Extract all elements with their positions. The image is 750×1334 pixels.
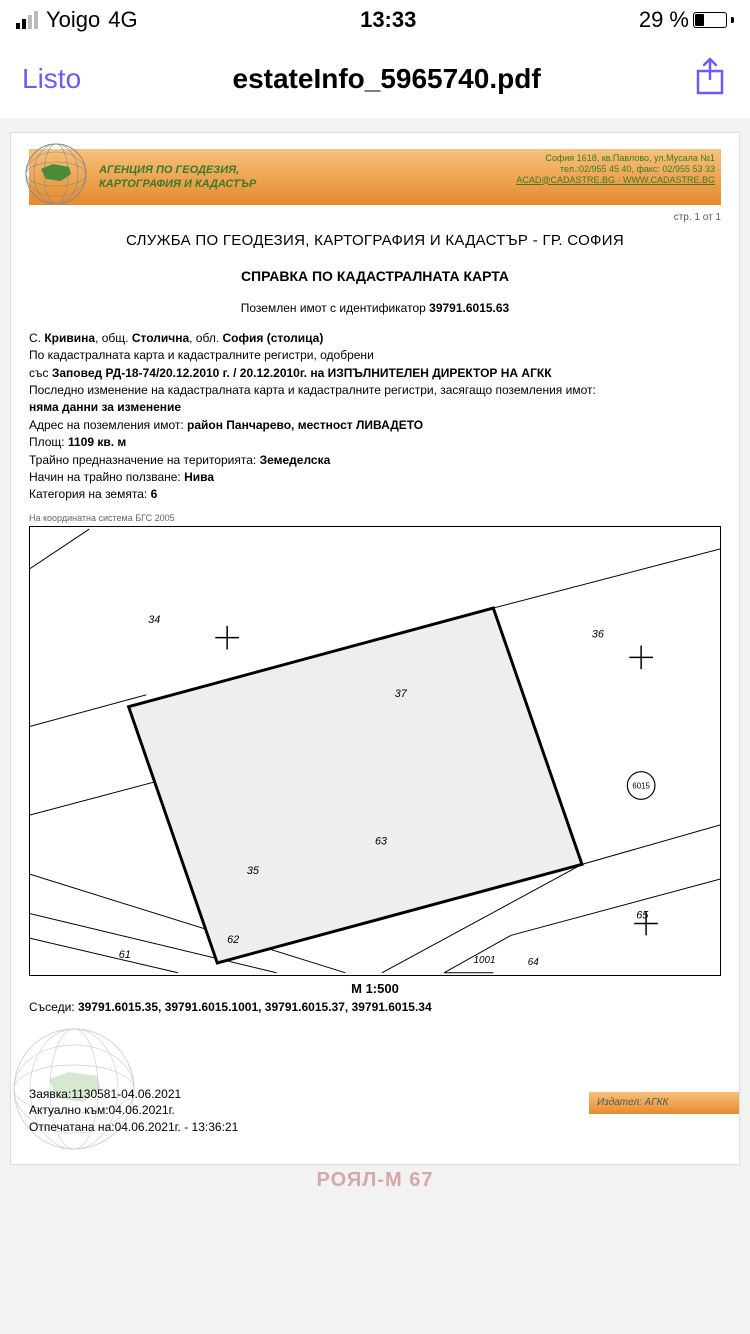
- svg-text:65: 65: [636, 909, 649, 921]
- t: Кривина: [44, 331, 95, 345]
- identifier-value: 39791.6015.63: [429, 301, 509, 315]
- t: район Панчарево, местност ЛИВАДЕТО: [187, 418, 423, 432]
- footer-l1: Заявка:1130581-04.06.2021: [29, 1086, 238, 1103]
- footer-issuer: Издател: АГКК: [589, 1092, 739, 1114]
- t: 6: [151, 487, 158, 501]
- t: 1109 кв. м: [68, 435, 126, 449]
- identifier-line: Поземлен имот с идентификатор 39791.6015…: [29, 300, 721, 316]
- t: Начин на трайно ползване:: [29, 470, 184, 484]
- agency-name: АГЕНЦИЯ ПО ГЕОДЕЗИЯ, КАРТОГРАФИЯ И КАДАС…: [99, 163, 256, 192]
- pdf-viewport[interactable]: АГЕНЦИЯ ПО ГЕОДЕЗИЯ, КАРТОГРАФИЯ И КАДАС…: [0, 118, 750, 1165]
- agency-addr1: София 1618, кв.Павлово, ул.Мусала №1: [516, 153, 715, 164]
- agency-banner: АГЕНЦИЯ ПО ГЕОДЕЗИЯ, КАРТОГРАФИЯ И КАДАС…: [29, 149, 721, 205]
- neighbors-label: Съседи:: [29, 1000, 78, 1014]
- footer-l3: Отпечатана на:04.06.2021г. - 13:36:21: [29, 1119, 238, 1136]
- neighbors-value: 39791.6015.35, 39791.6015.1001, 39791.60…: [78, 1000, 432, 1014]
- battery-pct: 29 %: [639, 7, 689, 33]
- globe-icon: [21, 139, 91, 209]
- svg-text:63: 63: [375, 836, 387, 848]
- identifier-label: Поземлен имот с идентификатор: [241, 301, 429, 315]
- t: , обл.: [189, 331, 222, 345]
- svg-text:62: 62: [227, 934, 239, 946]
- svg-text:64: 64: [528, 957, 539, 968]
- t: Заповед РД-18-74/20.12.2010 г. / 20.12.2…: [52, 366, 552, 380]
- t: Площ:: [29, 435, 68, 449]
- t: С.: [29, 331, 44, 345]
- map-scale: М 1:500: [29, 980, 721, 998]
- svg-text:1001: 1001: [474, 955, 496, 966]
- t: , общ.: [95, 331, 132, 345]
- t: Категория на земята:: [29, 487, 151, 501]
- network-label: 4G: [108, 7, 137, 33]
- t: Земеделска: [260, 453, 331, 467]
- t: Нива: [184, 470, 214, 484]
- t: Адрес на поземления имот:: [29, 418, 187, 432]
- svg-text:61: 61: [119, 949, 131, 961]
- document-heading: СПРАВКА ПО КАДАСТРАЛНАТА КАРТА: [29, 267, 721, 286]
- agency-addr2: тел.:02/955 45 40, факс: 02/955 53 33: [516, 164, 715, 175]
- agency-line1: АГЕНЦИЯ ПО ГЕОДЕЗИЯ,: [99, 163, 256, 177]
- department-heading: СЛУЖБА ПО ГЕОДЕЗИЯ, КАРТОГРАФИЯ И КАДАСТ…: [29, 231, 721, 251]
- pdf-page: АГЕНЦИЯ ПО ГЕОДЕЗИЯ, КАРТОГРАФИЯ И КАДАС…: [10, 132, 740, 1165]
- svg-text:36: 36: [592, 629, 605, 641]
- signal-icon: [16, 11, 38, 29]
- carrier-label: Yoigo: [46, 7, 100, 33]
- document-title: estateInfo_5965740.pdf: [233, 63, 541, 95]
- footer-text: Заявка:1130581-04.06.2021 Актуално към:0…: [29, 1086, 238, 1136]
- body-text: С. Кривина, общ. Столична, обл. София (с…: [29, 330, 721, 504]
- neighbors-line: Съседи: 39791.6015.35, 39791.6015.1001, …: [29, 999, 721, 1015]
- cadastral-map: 6015 34 37 35 63 62 61 1001 64 36 65: [29, 526, 721, 976]
- t: Столична: [132, 331, 189, 345]
- status-left: Yoigo 4G: [16, 7, 138, 33]
- footer: Заявка:1130581-04.06.2021 Актуално към:0…: [29, 1034, 721, 1154]
- t: По кадастралната карта и кадастралните р…: [29, 348, 374, 362]
- svg-text:6015: 6015: [632, 781, 650, 790]
- watermark: РОЯЛ-М 67: [317, 1167, 434, 1194]
- page-number: стр. 1 от 1: [29, 211, 721, 225]
- agency-addr3: ACAD@CADASTRE.BG · WWW.CADASTRE.BG: [516, 175, 715, 186]
- clock: 13:33: [360, 7, 416, 33]
- t: Трайно предназначение на територията:: [29, 453, 260, 467]
- map-caption: На координатна система БГС 2005: [29, 512, 721, 524]
- t: със: [29, 366, 52, 380]
- done-button[interactable]: Listo: [22, 63, 81, 95]
- share-button[interactable]: [692, 57, 728, 102]
- t: Последно изменение на кадастралната карт…: [29, 383, 596, 397]
- battery-indicator: 29 %: [639, 7, 734, 33]
- agency-contact: София 1618, кв.Павлово, ул.Мусала №1 тел…: [516, 153, 715, 185]
- status-bar: Yoigo 4G 13:33 29 %: [0, 0, 750, 40]
- nav-bar: Listo estateInfo_5965740.pdf: [0, 40, 750, 118]
- map-svg: 6015 34 37 35 63 62 61 1001 64 36 65: [30, 527, 720, 975]
- svg-text:37: 37: [395, 688, 408, 700]
- t: няма данни за изменение: [29, 400, 181, 414]
- footer-l2: Актуално към:04.06.2021г.: [29, 1102, 238, 1119]
- t: София (столица): [223, 331, 324, 345]
- share-icon: [692, 57, 728, 97]
- agency-line2: КАРТОГРАФИЯ И КАДАСТЪР: [99, 177, 256, 191]
- svg-text:35: 35: [247, 865, 260, 877]
- svg-text:34: 34: [148, 614, 160, 626]
